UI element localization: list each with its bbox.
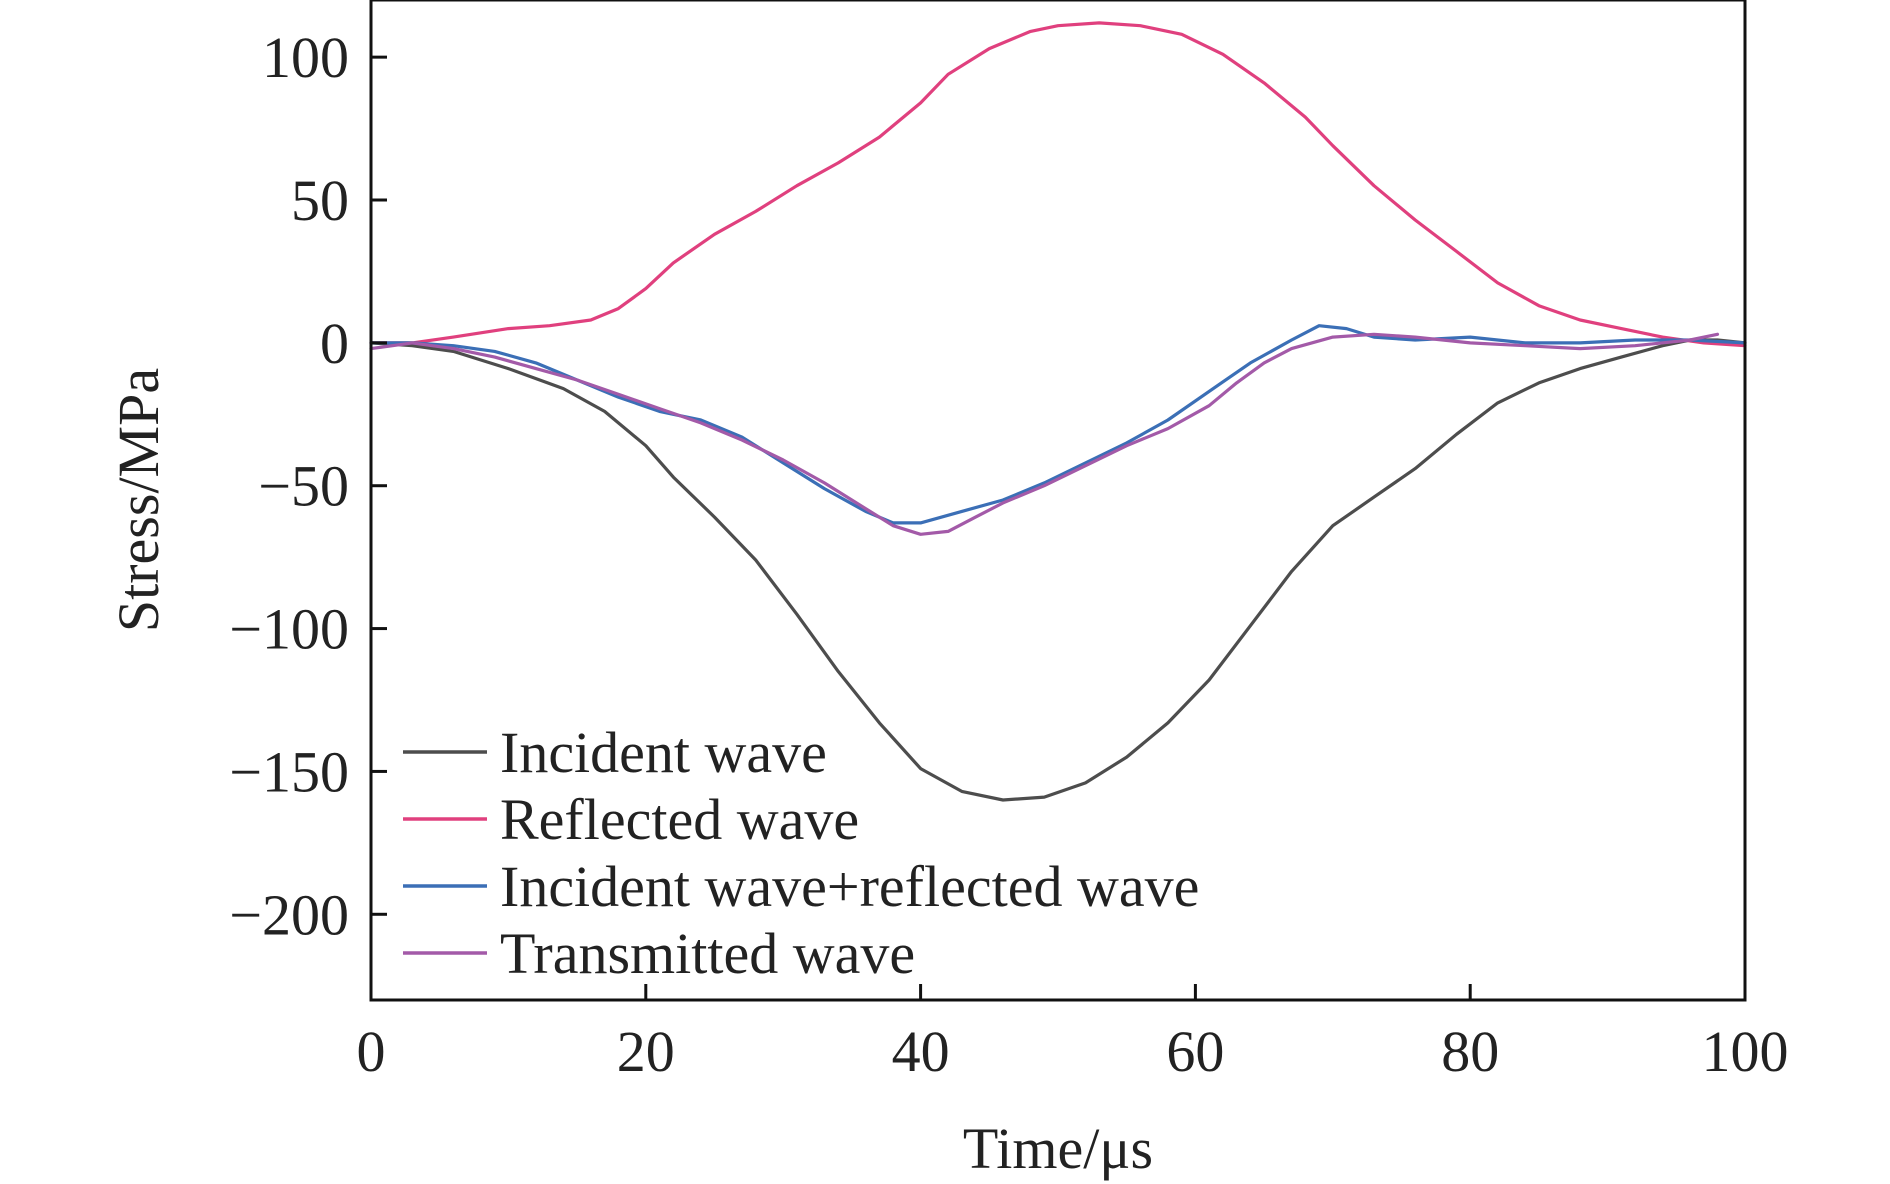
- x-tick-label: 20: [617, 1019, 675, 1084]
- plot-frame: [369, 0, 1747, 1002]
- series-line-4: [369, 332, 1720, 536]
- x-axis-title: Time/μs: [963, 1116, 1153, 1181]
- y-tick-label: −150: [229, 739, 349, 804]
- y-tick-label: 50: [291, 168, 349, 233]
- legend-label: Transmitted wave: [500, 921, 915, 986]
- y-tick-label: 100: [262, 25, 349, 90]
- y-axis-title: Stress/MPa: [106, 368, 171, 632]
- series-line-1: [369, 338, 1747, 802]
- series-line-2: [369, 21, 1747, 348]
- y-axis: 100 50 0 −50 −100 −150 −200: [229, 25, 387, 947]
- series-line-3: [369, 324, 1747, 525]
- x-tick-label: 40: [892, 1019, 950, 1084]
- y-tick-label: 0: [320, 311, 349, 376]
- y-tick-label: −50: [258, 454, 349, 519]
- legend-label: Incident wave+reflected wave: [500, 854, 1199, 919]
- y-tick-label: −100: [229, 597, 349, 662]
- x-axis: 0 20 40 60 80 100: [357, 984, 1789, 1084]
- x-tick-label: 0: [357, 1019, 386, 1084]
- x-tick-label: 100: [1702, 1019, 1789, 1084]
- legend-label: Incident wave: [500, 720, 827, 785]
- x-tick-label: 80: [1441, 1019, 1499, 1084]
- legend-label: Reflected wave: [500, 787, 859, 852]
- y-tick-label: −200: [229, 882, 349, 947]
- x-tick-label: 60: [1166, 1019, 1224, 1084]
- series-layer: [369, 21, 1747, 802]
